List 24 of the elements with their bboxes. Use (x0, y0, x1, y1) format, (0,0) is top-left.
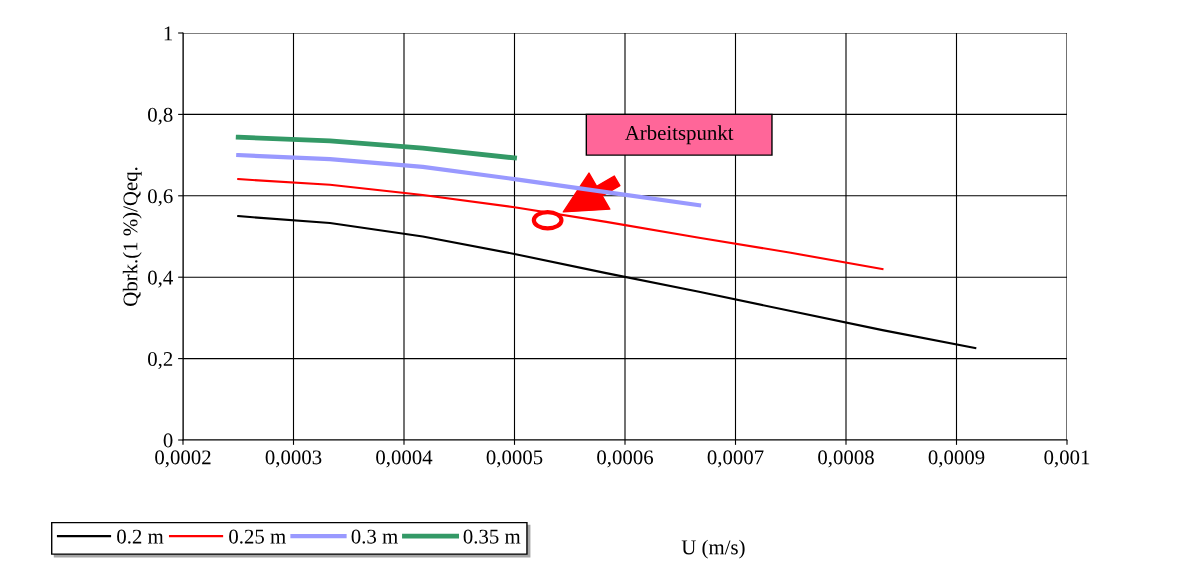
x-tick-label: 0,0009 (928, 450, 985, 468)
y-tick-label: 1 (164, 26, 173, 41)
x-tick-label: 0,0006 (597, 450, 654, 468)
x-tick-label: 0,0003 (265, 450, 322, 468)
y-tick-label: 0,2 (148, 351, 173, 370)
legend-label: 0.25 m (229, 529, 286, 544)
legend-label: 0.2 m (117, 529, 164, 544)
x-axis-title: U (m/s) (681, 539, 745, 559)
annotation: Arbeitspunkt (624, 125, 734, 145)
x-tick-label: 0,0004 (376, 450, 433, 468)
y-tick-label: 0 (163, 433, 173, 448)
x-tick-label: 0,0002 (155, 450, 211, 468)
y-tick-label: 0,4 (148, 270, 173, 288)
x-tick-label: 0,001 (1044, 450, 1090, 468)
y-axis-title: Qbrk.(1 %)/Qeq. (122, 167, 142, 306)
x-tick-label: 0,0005 (486, 450, 543, 468)
legend-label: 0.3 m (351, 529, 398, 544)
y-tick-label: 0,6 (148, 189, 173, 207)
x-tick-label: 0,0008 (818, 450, 874, 468)
line-series (235, 134, 517, 161)
y-tick-label: 0,8 (148, 107, 173, 125)
legend-label: 0.35 m (463, 529, 521, 544)
line-series (236, 153, 702, 208)
x-tick-label: 0,0007 (707, 450, 764, 468)
